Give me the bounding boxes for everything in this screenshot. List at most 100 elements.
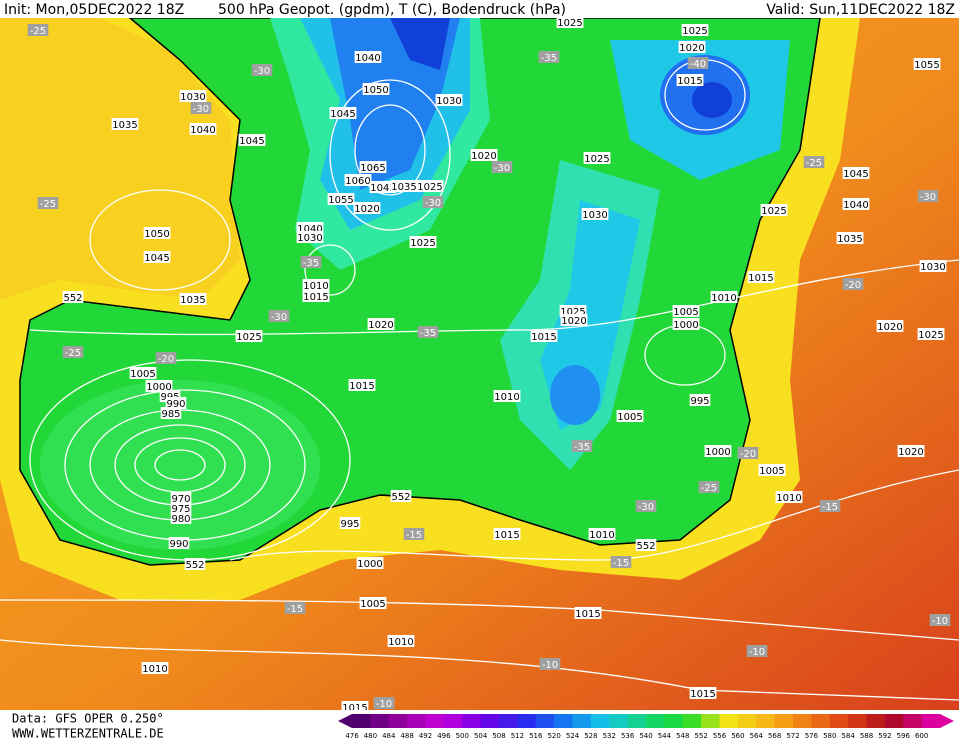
colorbar-swatch	[811, 714, 831, 728]
temperature-label-box	[251, 64, 273, 76]
pressure-label: 1035	[180, 295, 205, 306]
pressure-label-box	[143, 227, 171, 239]
colorbar-tick-label: 544	[658, 732, 672, 740]
pressure-label: 1030	[297, 233, 322, 244]
pressure-label: 1030	[582, 210, 607, 221]
temperature-label-box	[539, 658, 561, 670]
colorbar-tick-label: 500	[456, 732, 469, 740]
pressure-label: 1015	[494, 530, 519, 541]
colorbar-swatch	[370, 714, 390, 728]
pressure-label: 1045	[239, 136, 264, 147]
colorbar-swatch	[701, 714, 720, 728]
pressure-label: 990	[169, 539, 188, 550]
colorbar-tick-label: 576	[805, 732, 819, 740]
pressure-label: 1025	[584, 154, 609, 165]
temperature-label-box	[491, 161, 513, 173]
temperature-label-box	[268, 310, 290, 322]
pressure-label: 1045	[144, 253, 169, 264]
pressure-label: 1065	[360, 163, 385, 174]
temperature-label-box	[62, 346, 84, 358]
pressure-label: 1015	[349, 381, 374, 392]
pressure-label: 1010	[776, 493, 801, 504]
pressure-label-box	[165, 397, 187, 409]
colorbar-tick-label: 536	[621, 732, 635, 740]
pressure-label-box	[344, 174, 372, 186]
pressure-label-box	[235, 330, 263, 342]
temperature-label: -30	[425, 198, 441, 209]
pressure-label: 1010	[303, 281, 328, 292]
geopotential-label-box	[635, 539, 657, 551]
pressure-label-box	[689, 687, 717, 699]
pressure-label: 1020	[471, 151, 496, 162]
pressure-label-box	[689, 394, 711, 406]
init-time: Init: Mon,05DEC2022 18Z	[4, 2, 184, 18]
temperature-label-box	[403, 528, 425, 540]
pressure-label-box	[470, 149, 498, 161]
temperature-label-box	[687, 57, 709, 69]
map-field	[0, 17, 959, 710]
pressure-label: 985	[161, 409, 180, 420]
temperature-label: -30	[920, 192, 936, 203]
colorbar-swatch	[407, 714, 426, 728]
temperature-label: -10	[932, 616, 948, 627]
pressure-label: 1010	[142, 664, 167, 675]
colorbar-swatch	[462, 714, 482, 728]
temperature-label-box	[155, 352, 177, 364]
pressure-label-box	[348, 379, 376, 391]
pressure-label: 1050	[363, 85, 388, 96]
pressure-label: 995	[340, 519, 359, 530]
pressure-label: 1015	[748, 273, 773, 284]
colorbar-tick-label: 484	[382, 732, 396, 740]
pressure-label: 995	[690, 396, 709, 407]
colorbar-swatch	[756, 714, 776, 728]
pressure-label-box	[710, 291, 738, 303]
temperature-label: -25	[30, 26, 46, 37]
pressure-label: 1020	[354, 204, 379, 215]
pressure-label-box	[676, 74, 704, 86]
colorbar-tick-label: 572	[786, 732, 799, 740]
pressure-label-box	[296, 231, 324, 243]
pressure-label-box	[189, 123, 217, 135]
pressure-label-box	[356, 557, 384, 569]
pressure-label-box	[362, 83, 390, 95]
colorbar-swatch	[572, 714, 592, 728]
pressure-label: 1010	[711, 293, 736, 304]
pressure-label-box	[583, 152, 611, 164]
pressure-label: 1040	[355, 53, 380, 64]
geopotential-label: 552	[391, 492, 410, 503]
pressure-label: 1040	[190, 125, 215, 136]
colorbar-tick-label: 528	[584, 732, 597, 740]
pressure-label-box	[339, 517, 361, 529]
website: WWW.WETTERZENTRALE.DE	[12, 727, 164, 741]
pressure-label-box	[329, 107, 357, 119]
pressure-label-box	[302, 290, 330, 302]
temperature-label: -15	[822, 502, 838, 513]
geopotential-label: 552	[185, 560, 204, 571]
pressure-label-box	[160, 407, 182, 419]
temperature-label: -10	[749, 647, 765, 658]
pressure-label-box	[145, 380, 173, 392]
colorbar-swatch	[554, 714, 573, 728]
colorbar-tick-label: 524	[566, 732, 580, 740]
colorbar-arrow	[940, 714, 954, 728]
temperature-label: -35	[541, 53, 557, 64]
map-title: 500 hPa Geopot. (gpdm), T (C), Bodendruc…	[218, 2, 566, 18]
pressure-label: 1025	[682, 26, 707, 37]
colorbar-swatch	[627, 714, 647, 728]
pressure-label-box	[616, 410, 644, 422]
pressure-label-box	[170, 492, 192, 504]
pressure-label: 1005	[617, 412, 642, 423]
temperature-label: -25	[65, 348, 81, 359]
colorbar-swatch	[646, 714, 665, 728]
temperature-label: -25	[701, 483, 717, 494]
colorbar-swatch	[535, 714, 555, 728]
pressure-label-box	[359, 161, 387, 173]
pressure-label-box	[842, 167, 870, 179]
colorbar-tick-label: 596	[897, 732, 911, 740]
pressure-label-box	[588, 528, 616, 540]
pressure-label-box	[574, 607, 602, 619]
pressure-label-box	[758, 464, 786, 476]
pressure-label-box	[170, 502, 192, 514]
colorbar-tick-label: 532	[603, 732, 616, 740]
pressure-label-box	[560, 314, 588, 326]
